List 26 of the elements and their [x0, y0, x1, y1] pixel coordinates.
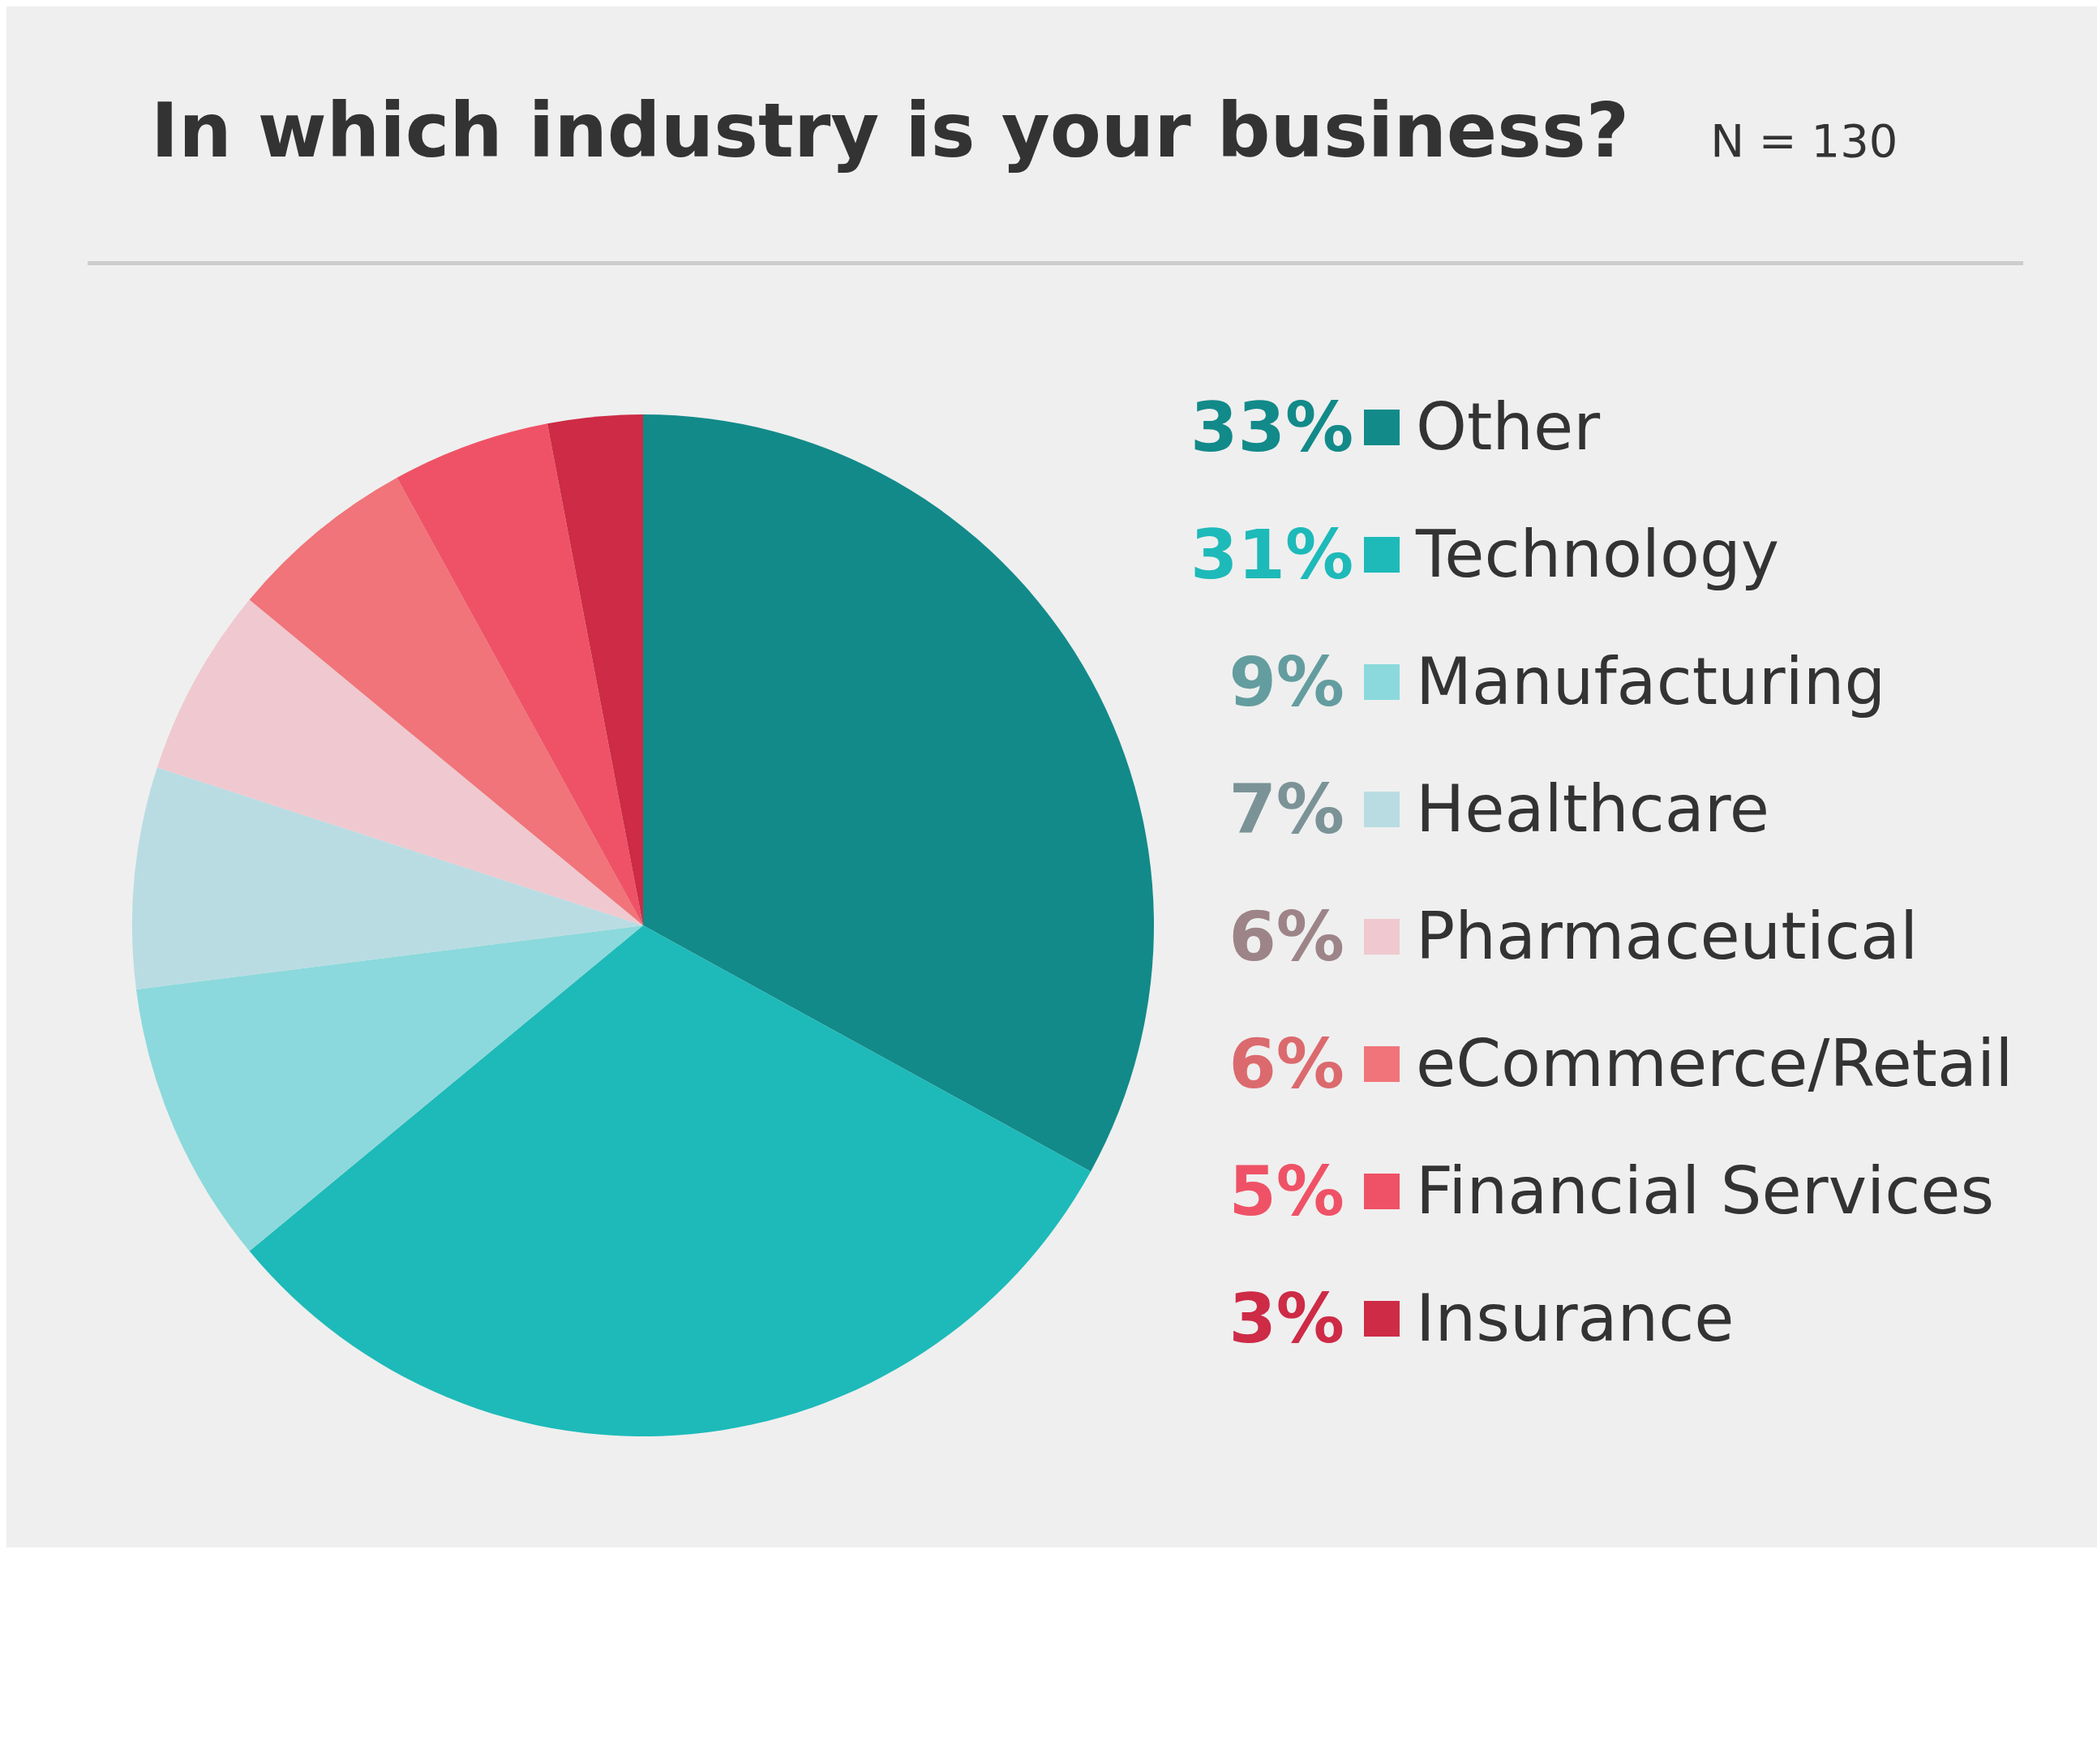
legend-label: Technology	[1416, 517, 1780, 592]
data-label: 6%	[1228, 896, 1344, 976]
data-label: 31%	[1190, 514, 1354, 594]
legend-label: Financial Services	[1416, 1153, 1995, 1229]
pie-slice	[249, 925, 1091, 1436]
legend-label: Manufacturing	[1416, 644, 1886, 719]
legend-label: Healthcare	[1416, 771, 1770, 847]
chart-subtitle: N = 130	[1710, 114, 1898, 167]
legend-label: Pharmaceutical	[1416, 899, 1919, 974]
pie-slice	[157, 599, 643, 925]
chart-title: In which industry is your business?	[151, 88, 1630, 174]
data-label: 3%	[1228, 1278, 1344, 1358]
data-label: 9%	[1228, 642, 1344, 722]
pie-slice	[643, 414, 1154, 1172]
data-label: 6%	[1228, 1024, 1344, 1104]
pie-slice	[249, 477, 643, 925]
pie-slice	[135, 925, 643, 1251]
data-label: 33%	[1190, 387, 1354, 467]
pie-slice	[547, 414, 643, 925]
legend-label: Insurance	[1416, 1281, 1735, 1356]
data-label: 7%	[1228, 769, 1344, 849]
pie-slice	[397, 423, 643, 925]
legend-label: Other	[1416, 389, 1601, 465]
pie-slice	[132, 767, 643, 989]
legend-label: eCommerce/Retail	[1416, 1026, 2013, 1101]
data-label: 5%	[1228, 1151, 1344, 1231]
